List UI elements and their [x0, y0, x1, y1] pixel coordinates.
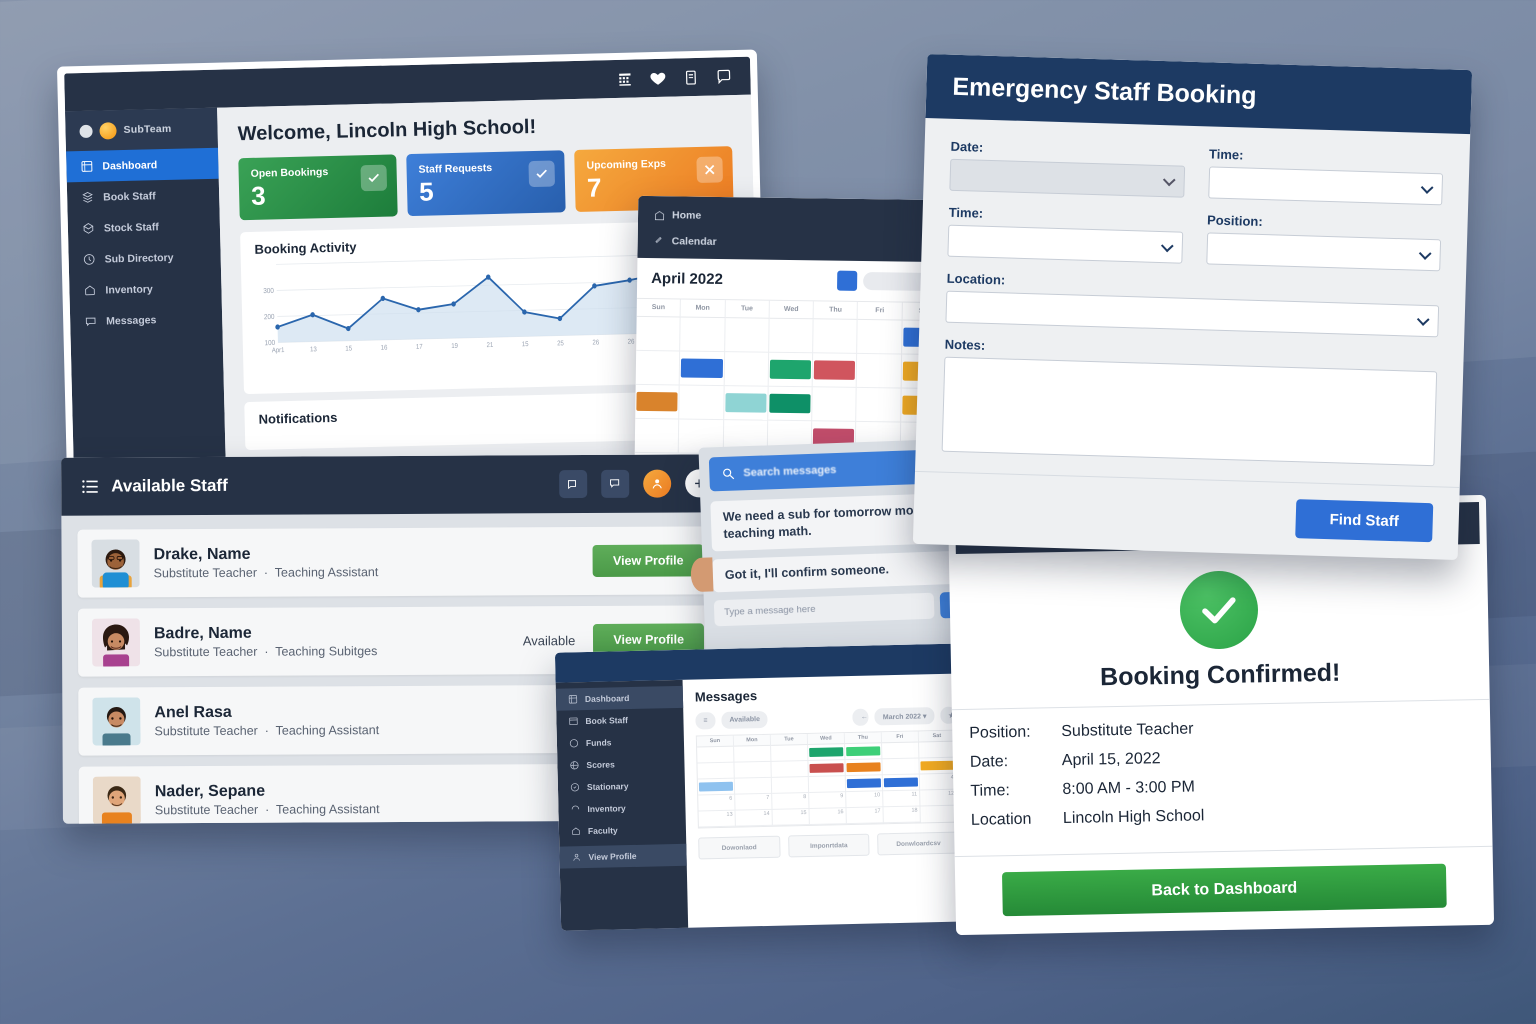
svg-text:13: 13: [310, 346, 317, 354]
svg-text:26: 26: [628, 338, 635, 346]
svg-text:19: 19: [451, 342, 458, 350]
svg-text:Apr1: Apr1: [272, 347, 285, 355]
svg-text:200: 200: [264, 314, 275, 322]
svg-text:17: 17: [416, 343, 423, 351]
svg-text:25: 25: [557, 340, 564, 348]
svg-text:16: 16: [381, 344, 388, 352]
svg-text:21: 21: [486, 342, 493, 350]
svg-text:26: 26: [592, 339, 599, 347]
svg-text:15: 15: [522, 341, 529, 349]
svg-text:15: 15: [345, 345, 352, 353]
svg-text:300: 300: [263, 288, 274, 296]
